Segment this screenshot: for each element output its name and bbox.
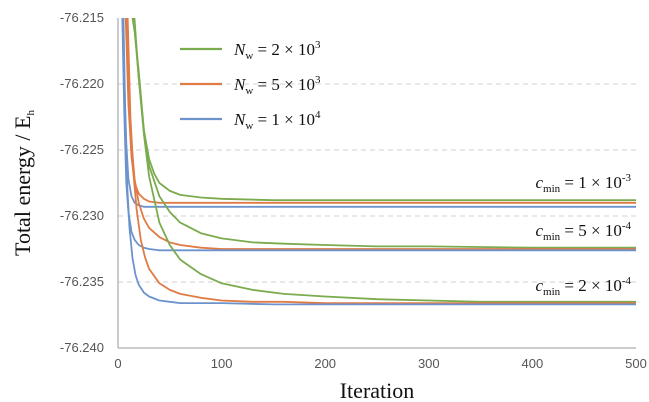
y-axis-title-main: Total energy / E xyxy=(10,116,35,256)
y-axis-title: Total energy / Eh xyxy=(10,110,37,256)
series-layer xyxy=(121,18,636,306)
cmin-annotation: cmin = 5 × 10-4 xyxy=(535,220,631,243)
y-tick-label: -76.230 xyxy=(60,208,104,223)
y-tick-labels: -76.215 -76.220 -76.225 -76.230 -76.235 -76.2… xyxy=(60,10,104,355)
legend-label: Nw = 5 × 103 xyxy=(233,74,321,97)
series-line xyxy=(125,18,636,250)
legend: Nw = 2 × 103 Nw = 5 × 103 Nw = 1 × 104 xyxy=(180,39,321,132)
series-line xyxy=(132,18,636,249)
cmin-annotation: cmin = 1 × 10-3 xyxy=(535,172,631,195)
x-axis-title: Iteration xyxy=(340,378,415,402)
series-line xyxy=(121,18,636,252)
x-tick-label: 500 xyxy=(625,356,647,371)
y-tick-label: -76.220 xyxy=(60,76,104,91)
cmin-annotation: cmin = 2 × 10-4 xyxy=(535,275,631,298)
x-tick-label: 300 xyxy=(418,356,440,371)
y-tick-label: -76.235 xyxy=(60,274,104,289)
series-line xyxy=(122,18,636,306)
series-line xyxy=(121,18,636,208)
y-tick-label: -76.215 xyxy=(60,10,104,25)
series-line xyxy=(126,18,636,304)
y-tick-label: -76.225 xyxy=(60,142,104,157)
axes xyxy=(117,18,636,349)
series-line xyxy=(131,18,636,202)
y-axis-title-sub: h xyxy=(25,110,37,116)
x-tick-label: 200 xyxy=(314,356,336,371)
series-line xyxy=(133,18,636,303)
annotations: cmin = 1 × 10-3 cmin = 5 × 10-4 cmin = 2 ×… xyxy=(535,172,631,298)
x-tick-labels: 0 100 200 300 400 500 xyxy=(114,356,646,371)
x-tick-label: 100 xyxy=(211,356,233,371)
x-tick-label: 400 xyxy=(522,356,544,371)
legend-label: Nw = 1 × 104 xyxy=(233,109,321,132)
x-tick-label: 0 xyxy=(114,356,121,371)
y-tick-label: -76.240 xyxy=(60,340,104,355)
legend-label: Nw = 2 × 103 xyxy=(233,39,321,62)
